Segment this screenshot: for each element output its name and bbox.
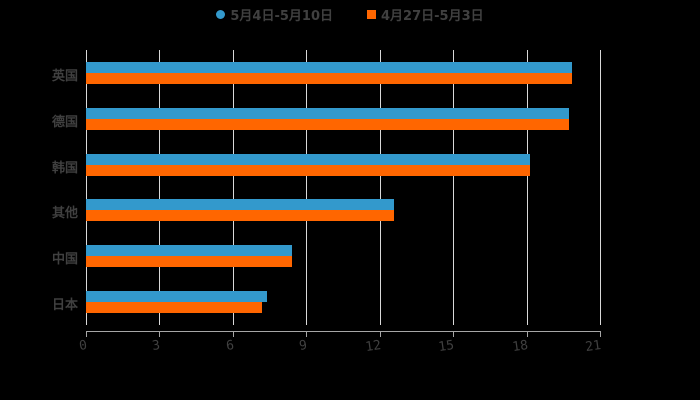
gridline [159,50,161,325]
bar-may4-may10[interactable] [86,199,394,211]
legend-square-icon [367,9,376,19]
bar-apr27-may3[interactable] [86,302,262,313]
gridline [232,50,234,325]
category-label: 中国 [51,252,78,268]
bar-apr27-may3[interactable] [86,164,530,176]
x-tick-label: 3 [151,338,162,354]
bar-may4-may10[interactable] [86,291,267,302]
x-tick-label: 21 [584,338,603,356]
plot-area [86,50,601,325]
x-tick-label: 0 [78,338,89,354]
x-tick-label: 15 [437,338,456,356]
category-label: 日本 [51,298,78,313]
gridline [600,50,601,325]
x-tick [526,331,528,337]
bar-apr27-may3[interactable] [86,210,394,222]
x-tick [159,331,161,337]
gridline [526,50,528,325]
bar-apr27-may3[interactable] [86,73,572,84]
bar-may4-may10[interactable] [86,62,572,73]
x-tick [600,331,601,337]
x-tick [232,331,234,337]
category-label: 英国 [51,69,78,84]
x-tick [306,331,308,337]
gridline [379,50,381,325]
legend-item-week-apr27[interactable]: 4月27日-5月3日 [367,4,484,24]
legend-item-week-may4[interactable]: 5月4日-5月10日 [216,4,333,24]
x-tick-label: 18 [511,338,529,356]
bar-may4-may10[interactable] [86,107,569,119]
x-tick [86,331,87,337]
chart-legend: 5月4日-5月10日 4月27日-5月3日 [0,4,700,24]
bar-apr27-may3[interactable] [86,118,569,130]
bar-may4-may10[interactable] [86,245,292,257]
category-label: 韩国 [51,160,78,176]
category-label: 德国 [51,114,78,130]
gridline [86,50,87,325]
x-tick-label: 6 [225,338,235,354]
x-axis-line [86,331,600,332]
gridline [306,50,308,325]
legend-label: 4月27日-5月3日 [381,8,484,24]
bar-may4-may10[interactable] [86,153,530,165]
x-tick-label: 9 [298,338,309,354]
category-label: 其他 [51,206,78,222]
x-tick [453,331,455,337]
gridline [453,50,455,325]
legend-label: 5月4日-5月10日 [230,8,333,24]
legend-circle-icon [216,9,226,19]
x-tick-label: 12 [364,338,382,356]
bar-apr27-may3[interactable] [86,256,292,268]
x-tick [379,331,381,337]
